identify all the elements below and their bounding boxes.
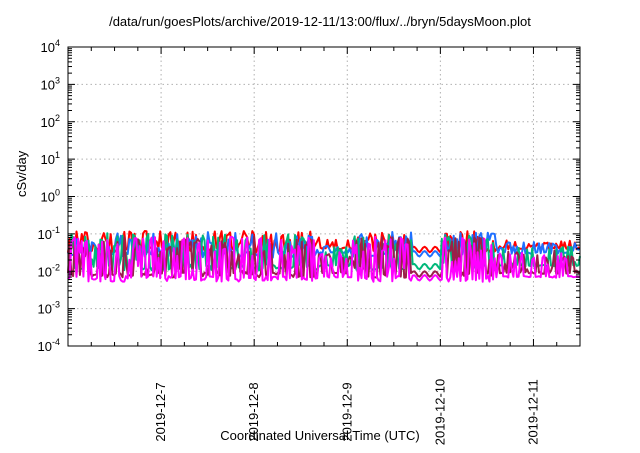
x-tick-label: 2019-12-9 bbox=[339, 382, 354, 441]
y-tick-label: 102 bbox=[41, 113, 60, 130]
chart-title: /data/run/goesPlots/archive/2019-12-11/1… bbox=[109, 14, 531, 29]
data-series-line bbox=[67, 235, 581, 283]
x-tick-label: 2019-12-10 bbox=[432, 379, 447, 446]
y-axis-label: cSv/day bbox=[14, 150, 29, 197]
data-series-line bbox=[67, 231, 581, 259]
x-axis-label: Coordinated Universal Time (UTC) bbox=[220, 428, 420, 443]
y-tick-label: 10-1 bbox=[38, 225, 60, 242]
y-tick-label: 10-4 bbox=[38, 337, 60, 354]
y-tick-label: 104 bbox=[41, 38, 60, 55]
x-tick-label: 2019-12-7 bbox=[153, 382, 168, 441]
y-tick-label: 103 bbox=[41, 75, 60, 92]
y-tick-label: 10-2 bbox=[38, 262, 60, 279]
y-tick-label: 101 bbox=[41, 150, 60, 167]
y-tick-label: 100 bbox=[41, 188, 60, 205]
y-tick-label: 10-3 bbox=[38, 300, 60, 317]
x-tick-label: 2019-12-11 bbox=[525, 379, 540, 445]
x-tick-label: 2019-12-8 bbox=[246, 382, 261, 441]
